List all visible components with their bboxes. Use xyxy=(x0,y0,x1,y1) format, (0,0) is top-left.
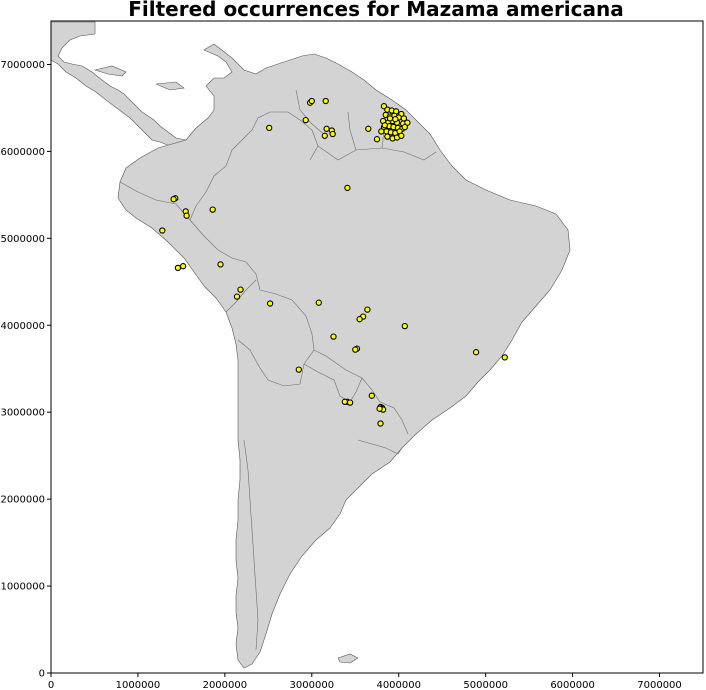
occurrence-point xyxy=(266,124,273,132)
border-argentina-chile xyxy=(243,439,259,651)
border-guyana-suriname xyxy=(347,111,357,151)
occurrence-point xyxy=(170,196,177,203)
occurrence-point xyxy=(401,123,408,131)
occurrence-point xyxy=(237,286,244,293)
y-tick-label: 4000000 xyxy=(0,321,45,332)
x-tick-label: 3000000 xyxy=(290,680,335,690)
map-title: Filtered occurrences for Mazama american… xyxy=(128,0,624,21)
occurrence-point xyxy=(174,264,182,272)
occurrence-point xyxy=(322,97,329,105)
y-tick-label: 0 xyxy=(39,669,45,680)
occurrence-points xyxy=(159,97,508,427)
y-tick-label: 5000000 xyxy=(0,234,45,245)
occurrence-point xyxy=(330,333,337,340)
occurrence-point xyxy=(179,263,187,270)
y-tick-label: 3000000 xyxy=(0,408,45,419)
occurrence-point xyxy=(321,132,328,139)
border-peru-brazil xyxy=(189,219,261,291)
occurrence-point xyxy=(346,399,354,406)
occurrence-point xyxy=(392,116,399,123)
occurrence-point xyxy=(501,354,508,361)
y-axis: 0 1000000 2000000 3000000 4000000 5000000 6000… xyxy=(0,60,51,680)
y-tick-label: 2000000 xyxy=(0,495,45,506)
occurrence-point xyxy=(266,300,274,307)
occurrence-point xyxy=(159,227,166,234)
occurrence-point xyxy=(209,206,216,213)
occurrence-point xyxy=(365,125,372,132)
x-axis: 0 1000000 2000000 3000000 4000000 5000000 6000… xyxy=(48,673,682,690)
y-tick-label: 6000000 xyxy=(0,147,45,158)
border-colombia-venezuela xyxy=(231,111,319,161)
occurrence-point xyxy=(356,316,363,323)
occurrence-point xyxy=(323,125,330,132)
occurrence-point xyxy=(368,392,375,399)
border-colombia-brazil xyxy=(189,149,233,221)
x-tick-label: 4000000 xyxy=(376,680,421,690)
occurrence-point xyxy=(404,119,411,126)
occurrence-point xyxy=(472,349,480,356)
y-tick-label: 7000000 xyxy=(0,60,45,71)
x-tick-label: 0 xyxy=(48,680,54,690)
occurrence-point xyxy=(381,122,388,129)
map-frame xyxy=(50,20,704,674)
occurrence-point xyxy=(352,346,359,353)
occurrence-point xyxy=(295,366,302,373)
occurrence-point xyxy=(378,128,385,135)
occurrence-point xyxy=(183,212,190,219)
occurrence-point xyxy=(217,261,224,268)
x-tick-label: 7000000 xyxy=(637,680,682,690)
occurrence-point xyxy=(398,132,405,139)
falkland-islands xyxy=(337,653,359,664)
border-bolivia-chile xyxy=(237,339,269,381)
border-uruguay xyxy=(357,439,403,455)
border-paraguay xyxy=(303,349,363,403)
occurrence-point xyxy=(377,420,384,427)
x-tick-label: 6000000 xyxy=(550,680,595,690)
occurrence-point xyxy=(315,299,322,306)
y-tick-label: 1000000 xyxy=(0,582,45,593)
occurrence-point xyxy=(376,405,383,412)
x-tick-label: 1000000 xyxy=(116,680,161,690)
south-america-landmass xyxy=(117,43,571,669)
basemap xyxy=(50,21,571,669)
occurrence-point xyxy=(329,130,336,138)
x-tick-label: 5000000 xyxy=(463,680,508,690)
occurrence-point xyxy=(302,116,309,124)
border-argentina-bolivia xyxy=(267,363,305,387)
border-peru-bolivia xyxy=(225,279,257,313)
border-ecuador xyxy=(119,181,191,221)
occurrence-point xyxy=(384,133,391,140)
occurrence-point xyxy=(344,184,351,192)
hispaniola-island xyxy=(155,81,185,91)
occurrence-point xyxy=(308,97,315,105)
occurrence-point xyxy=(341,398,348,405)
x-tick-label: 2000000 xyxy=(203,680,248,690)
cuba-island xyxy=(93,65,127,77)
border-guianas-brazil xyxy=(317,145,437,161)
occurrence-point xyxy=(401,322,408,330)
occurrence-point xyxy=(364,306,371,313)
border-argentina-brazil xyxy=(361,377,409,435)
central-america-landmass xyxy=(50,21,201,151)
occurrence-point xyxy=(386,115,394,122)
occurrence-point xyxy=(233,293,241,300)
occurrence-point xyxy=(373,136,381,143)
